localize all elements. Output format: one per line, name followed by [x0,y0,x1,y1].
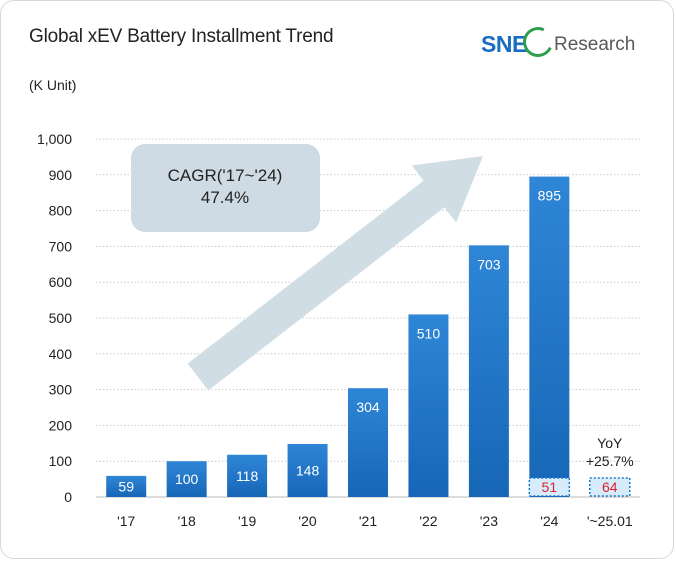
y-tick-label: 900 [49,167,73,183]
bar-value-label: 100 [175,471,199,487]
bar-value-label: 895 [538,188,562,204]
y-tick-label: 700 [49,238,73,254]
cagr-callout-box [131,144,320,232]
highlight-value-label: 64 [602,479,618,495]
y-tick-label: 400 [49,346,73,362]
bar[interactable] [408,314,449,497]
x-tick-label: '22 [419,513,437,529]
bar[interactable] [287,444,328,497]
x-tick-label: '17 [117,513,135,529]
labels: 0 100 200 300 400 500 600 700 800 900 1,000 59 '17 10… [37,131,634,529]
bar-value-label: 304 [356,399,380,415]
cagr-callout: CAGR('17~'24) 47.4% [131,144,320,232]
chart-title: Global xEV Battery Installment Trend [29,26,334,47]
yoy-value: +25.7% [586,453,634,469]
bar-value-label: 148 [296,463,320,479]
bar[interactable] [227,454,268,497]
x-tick-label: '19 [238,513,256,529]
cagr-value: 47.4% [201,188,249,207]
x-tick-label: '~25.01 [587,513,633,529]
bar-value-label: 59 [118,478,134,494]
cagr-label: CAGR('17~'24) [168,166,283,185]
highlight-segment[interactable] [528,477,571,497]
bar[interactable] [348,388,388,497]
bar[interactable] [106,475,147,497]
y-tick-label: 200 [49,417,73,433]
x-tick-label: '21 [359,513,377,529]
bars [106,176,631,497]
x-tick-label: '20 [298,513,316,529]
x-tick-label: '18 [178,513,196,529]
bar[interactable] [468,245,509,497]
trend-arrow [187,156,483,391]
sne-research-logo: SNE Research [481,22,661,63]
bar-value-label: 118 [236,468,259,484]
y-tick-label: 0 [64,489,72,505]
bar-value-label: 510 [417,325,441,341]
x-tick-label: '24 [540,513,558,529]
unit-label: (K Unit) [29,77,77,93]
highlight-value-label: 51 [542,479,558,495]
trend-arrow-shape [187,156,483,391]
yoy-label: YoY [597,435,623,451]
y-tick-label: 800 [49,203,73,219]
highlight-segment[interactable] [589,477,631,497]
y-tick-label: 1,000 [37,131,72,147]
y-tick-label: 300 [49,382,73,398]
logo-brand-text: SNE [481,31,527,57]
bar[interactable] [529,176,570,497]
bar-value-label: 703 [477,256,501,272]
y-tick-label: 600 [49,274,73,290]
y-tick-label: 500 [49,310,73,326]
x-tick-label: '23 [480,513,498,529]
bar[interactable] [166,461,207,497]
logo-suffix-text: Research [554,34,636,55]
y-tick-label: 100 [49,453,73,469]
